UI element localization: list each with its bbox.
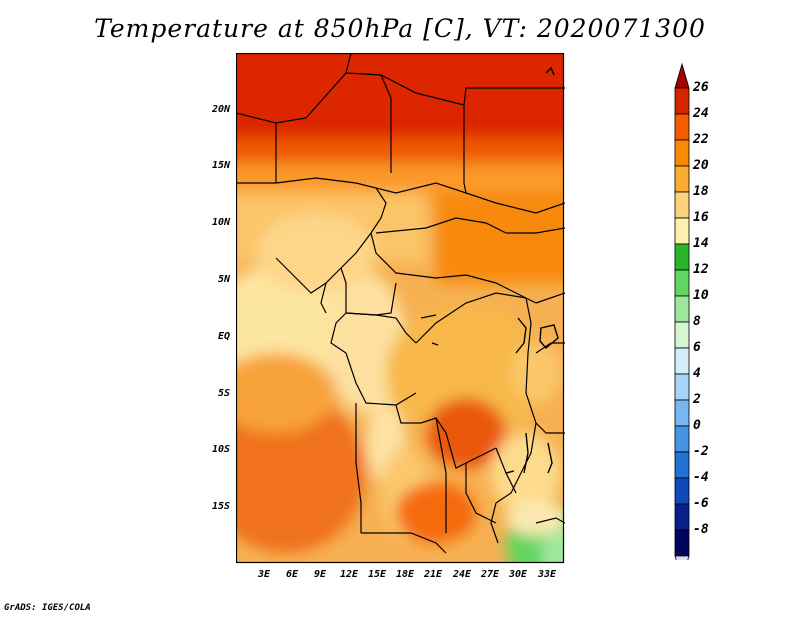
- lon-tick-label: 3E: [257, 569, 271, 580]
- colorbar-label: 2: [693, 392, 701, 407]
- lon-tick-label: 33E: [537, 569, 557, 580]
- lon-tick-label: 27E: [480, 569, 500, 580]
- lon-tick-label: 30E: [508, 569, 528, 580]
- colorbar-segment: [674, 165, 690, 193]
- temperature-map: [236, 53, 565, 564]
- colorbar-segment: [674, 373, 690, 401]
- lon-tick-label: 21E: [423, 569, 443, 580]
- colorbar-label: 24: [693, 106, 709, 121]
- colorbar-segment: [674, 113, 690, 141]
- colorbar-arrow-top: [674, 62, 690, 89]
- colorbar-label: 18: [693, 184, 709, 199]
- colorbar-label: 14: [693, 236, 709, 251]
- colorbar-segment: [674, 243, 690, 271]
- colorbar-segment: [674, 217, 690, 245]
- lon-tick-label: 24E: [452, 569, 472, 580]
- colorbar-label: -8: [693, 522, 709, 537]
- lat-tick-label: 5N: [217, 274, 230, 285]
- temperature-field: [236, 53, 563, 562]
- lat-tick-label: 20N: [211, 104, 230, 115]
- colorbar-label: -6: [693, 496, 709, 511]
- lon-tick-label: 6E: [285, 569, 299, 580]
- colorbar-label: 26: [693, 80, 709, 95]
- colorbar-segment: [674, 139, 690, 167]
- lat-tick-label: 10N: [211, 217, 230, 228]
- colorbar-label: 4: [693, 366, 701, 381]
- colorbar-label: 22: [693, 132, 709, 147]
- lon-tick-label: 9E: [313, 569, 327, 580]
- colorbar-label: -2: [693, 444, 709, 459]
- lat-tick-label: 10S: [211, 444, 230, 455]
- colorbar-label: 8: [693, 314, 701, 329]
- colorbar: [674, 62, 690, 560]
- colorbar-segment: [674, 321, 690, 349]
- lon-tick-label: 12E: [339, 569, 359, 580]
- colorbar-segment: [674, 425, 690, 453]
- colorbar-segment: [674, 87, 690, 115]
- lon-tick-label: 15E: [367, 569, 387, 580]
- lon-tick-label: 18E: [395, 569, 415, 580]
- colorbar-segment: [674, 269, 690, 297]
- colorbar-segment: [674, 347, 690, 375]
- chart-title: Temperature at 850hPa [C], VT: 202007130…: [94, 14, 706, 43]
- colorbar-arrow-bottom: [674, 555, 690, 560]
- colorbar-label: 20: [693, 158, 709, 173]
- colorbar-segment: [674, 503, 690, 531]
- colorbar-segment: [674, 477, 690, 505]
- colorbar-segment: [674, 451, 690, 479]
- grads-credit: GrADS: IGES/COLA: [4, 603, 91, 613]
- lat-tick-label: 15N: [211, 160, 230, 171]
- lakes: [420, 66, 559, 474]
- lat-tick-label: 15S: [211, 501, 230, 512]
- colorbar-label: 12: [693, 262, 709, 277]
- lat-tick-label: EQ: [217, 331, 230, 342]
- colorbar-label: -4: [693, 470, 709, 485]
- colorbar-segment: [674, 295, 690, 323]
- colorbar-label: 10: [693, 288, 709, 303]
- country-borders: [236, 53, 565, 554]
- colorbar-label: 0: [693, 418, 701, 433]
- colorbar-segment: [674, 399, 690, 427]
- colorbar-label: 16: [693, 210, 709, 225]
- colorbar-segment: [674, 191, 690, 219]
- colorbar-segment: [674, 529, 690, 557]
- map-frame: [236, 53, 565, 564]
- colorbar-label: 6: [693, 340, 701, 355]
- lat-tick-label: 5S: [217, 388, 230, 399]
